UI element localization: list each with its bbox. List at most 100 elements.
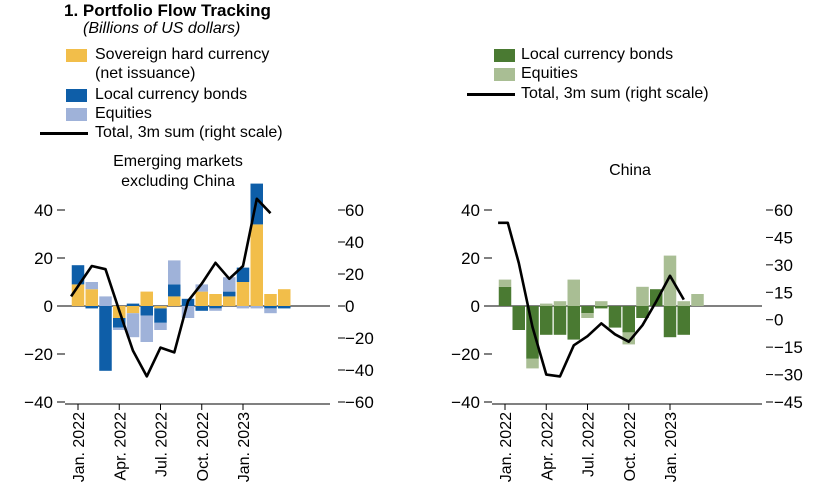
bar-equities_cn-0 <box>498 279 512 287</box>
legend-swatch-local-bonds <box>66 89 87 102</box>
bar-local_em-14 <box>264 306 277 309</box>
right-tick-label: −60 <box>345 393 374 412</box>
left-tick-label: 40 <box>34 201 53 220</box>
x-tick-label: Jul. 2022 <box>581 412 598 477</box>
legend-line-total <box>40 132 88 135</box>
right-tick-label: −45 <box>774 393 803 412</box>
bar-equities_cn-2 <box>526 358 539 369</box>
right-tick-label: 60 <box>774 201 793 220</box>
bar-local_em-12 <box>236 267 250 282</box>
bar-local_cn-7 <box>595 306 608 309</box>
bar-equities_em-2 <box>99 296 112 306</box>
right-tick-label: 30 <box>774 256 793 275</box>
bar-local_cn-6 <box>581 306 594 314</box>
x-tick-label: Oct. 2022 <box>622 412 639 481</box>
chart-panel-em: 40 20 0 −20 −40 60 40 20 0 −20 −40 −60 Jan. 2022 Apr.… <box>24 183 374 482</box>
legend-label-sovereign: Sovereign hard currency <box>95 46 270 63</box>
right-tick-label: 20 <box>345 265 364 284</box>
bar-sovereign-4 <box>126 306 140 314</box>
x-tick-label: Jan. 2023 <box>236 412 253 482</box>
bar-equities_em-13 <box>250 306 263 309</box>
x-tick-label: Jul. 2022 <box>154 412 171 477</box>
bar-sovereign-13 <box>250 224 263 306</box>
figure-title: 1. Portfolio Flow Tracking <box>64 1 271 20</box>
bar-equities_cn-10 <box>636 286 649 306</box>
left-tick-label: −20 <box>24 345 53 364</box>
bar-sovereign-14 <box>264 294 277 306</box>
bar-equities_cn-12 <box>663 255 677 306</box>
panel-title-em-line2: excluding China <box>121 173 235 190</box>
bar-local_cn-1 <box>512 306 525 330</box>
bar-local_cn-0 <box>498 286 512 306</box>
bar-local_em-6 <box>154 308 167 323</box>
panel-title-em-line1: Emerging markets <box>113 153 243 170</box>
bar-equities_em-5 <box>140 315 153 342</box>
right-tick-label: −15 <box>774 338 803 357</box>
x-tick-label: Apr. 2022 <box>112 412 129 481</box>
legend-swatch-equities-china <box>494 68 515 81</box>
bar-equities_cn-14 <box>691 294 704 306</box>
x-tick-label: Oct. 2022 <box>195 412 212 481</box>
legend-swatch-equities <box>66 108 87 121</box>
bar-equities_em-7 <box>168 260 181 285</box>
bar-local_cn-2 <box>526 306 539 359</box>
left-tick-label: −40 <box>24 393 53 412</box>
bar-equities_em-9 <box>195 284 208 292</box>
x-tick-label: Jan. 2023 <box>663 412 680 482</box>
legend-label-total: Total, 3m sum (right scale) <box>95 124 283 141</box>
bar-sovereign-5 <box>140 291 153 306</box>
legend-label-total-china: Total, 3m sum (right scale) <box>521 85 709 102</box>
left-tick-label: −40 <box>451 393 480 412</box>
bar-sovereign-15 <box>278 289 291 306</box>
right-tick-label: −20 <box>345 329 374 348</box>
panel-title-china-line1: China <box>609 162 651 179</box>
x-tick-label: Apr. 2022 <box>539 412 556 481</box>
bar-local_cn-3 <box>540 306 553 335</box>
x-tick-label: Jan. 2022 <box>71 412 88 482</box>
bar-equities_cn-13 <box>677 301 690 306</box>
bar-equities_em-12 <box>236 306 250 309</box>
panel-title-china: China <box>560 161 700 181</box>
bar-local_em-1 <box>85 306 98 309</box>
bar-local_cn-4 <box>553 306 567 335</box>
left-tick-label: 20 <box>461 249 480 268</box>
panel-title-em: Emerging markets excluding China <box>60 152 296 192</box>
bar-local_cn-13 <box>677 306 690 335</box>
bar-local_em-2 <box>99 306 112 371</box>
bar-sovereign-7 <box>168 296 181 306</box>
right-tick-label: 60 <box>345 201 364 220</box>
right-tick-label: 40 <box>345 233 364 252</box>
x-tick-label: Jan. 2022 <box>498 412 515 482</box>
legend-label-sovereign-2: (net issuance) <box>95 65 196 82</box>
bar-local_em-10 <box>209 306 222 309</box>
left-tick-label: −20 <box>451 345 480 364</box>
bar-local_cn-10 <box>636 306 649 318</box>
bar-sovereign-1 <box>85 289 98 306</box>
right-tick-label: −30 <box>774 366 803 385</box>
bar-equities_em-10 <box>209 308 222 311</box>
bar-equities_cn-6 <box>581 313 594 318</box>
bar-local_em-5 <box>140 306 153 316</box>
bar-equities_em-14 <box>264 308 277 314</box>
legend-swatch-sovereign <box>66 49 87 62</box>
bar-local_em-15 <box>278 306 291 309</box>
legend-label-equities-china: Equities <box>521 65 578 82</box>
bar-sovereign-10 <box>209 294 222 306</box>
left-tick-label: 0 <box>44 297 53 316</box>
chart-panel-cn: 40 20 0 −20 −40 60 45 30 15 0 −15 −30 −45 Jan. 2022 Ap… <box>451 201 803 482</box>
legend-label-equities: Equities <box>95 105 152 122</box>
bar-equities_em-3 <box>113 327 126 330</box>
bar-local_em-3 <box>113 318 126 328</box>
bar-local_em-9 <box>195 306 208 311</box>
bar-sovereign-12 <box>236 282 250 306</box>
figure-subtitle: (Billions of US dollars) <box>83 20 241 37</box>
right-tick-label: 0 <box>345 297 354 316</box>
right-tick-label: 45 <box>774 228 793 247</box>
bar-equities_em-4 <box>126 313 140 338</box>
bar-sovereign-9 <box>195 291 208 306</box>
bar-equities_cn-7 <box>595 301 608 306</box>
bar-local_em-4 <box>126 303 140 306</box>
right-tick-label: 0 <box>774 311 783 330</box>
right-tick-label: 15 <box>774 283 793 302</box>
